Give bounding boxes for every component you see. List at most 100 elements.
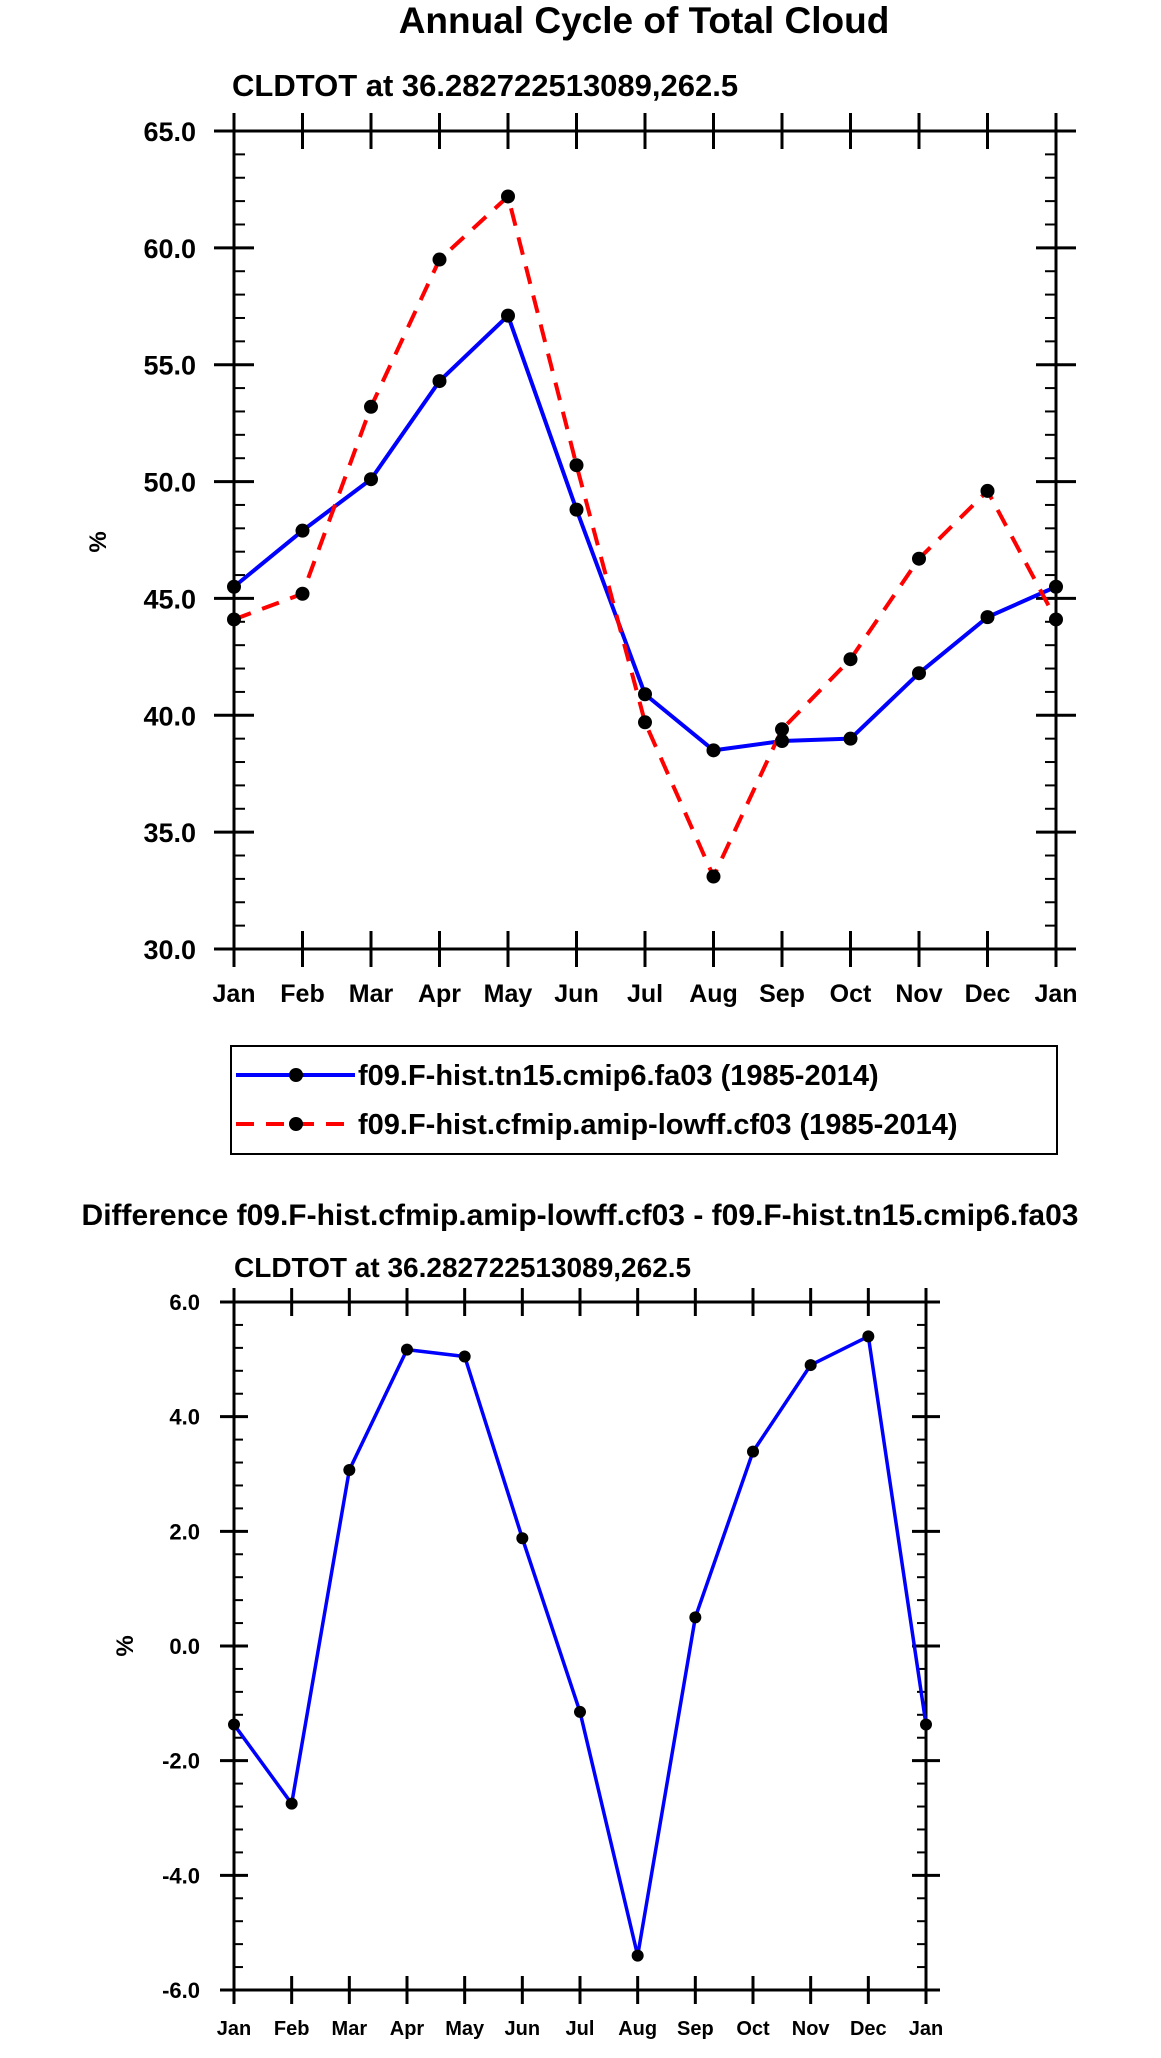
x-tick-label: Dec (965, 980, 1011, 1008)
plot-frame (232, 1300, 928, 1992)
legend-marker-series-1 (289, 1068, 303, 1082)
data-point-1-1 (706, 743, 721, 758)
x-tick-label: Jul (627, 980, 663, 1008)
bottom-chart-axes: -6.0 -4.0 -2.0 0.0 2.0 4.0 6.0 Jan Feb Mar Apr May J… (162, 1288, 943, 2040)
data-point-1-1 (501, 308, 515, 323)
x-tick-label: Feb (280, 980, 324, 1008)
x-tick-label: Apr (390, 2018, 425, 2040)
bottom-chart-title: Difference f09.F-hist.cfmip.amip-lowff.c… (82, 1199, 1079, 1232)
y-tick-label: 0.0 (169, 1634, 200, 1659)
data-point-1-2 (980, 483, 995, 498)
data-point-2-1 (920, 1718, 932, 1731)
data-point-1-2 (775, 722, 789, 737)
data-point-1-2 (843, 652, 858, 667)
y-tick-label: -6.0 (162, 1978, 200, 2003)
y-tick-label: 6.0 (169, 1290, 200, 1315)
data-point-2-1 (458, 1350, 471, 1363)
y-tick-label: 45.0 (143, 584, 196, 614)
x-tick-label: May (484, 980, 533, 1008)
series-line-1-1 (232, 313, 1057, 753)
y-tick-label: 55.0 (143, 351, 196, 381)
x-tick-label: Jan (212, 980, 255, 1008)
bottom-chart: Difference f09.F-hist.cfmip.amip-lowff.c… (82, 1199, 1079, 2040)
x-tick-label: Mar (332, 2018, 368, 2040)
data-point-1-2 (501, 189, 515, 204)
data-point-2-1 (401, 1343, 413, 1356)
data-point-2-1 (862, 1330, 875, 1343)
legend-marker-series-2 (289, 1117, 303, 1131)
x-tick-label: Jun (505, 2018, 541, 2040)
bottom-chart-ylabel: % (112, 1635, 139, 1656)
y-tick-label: 50.0 (143, 468, 196, 498)
data-point-1-1 (295, 523, 310, 538)
y-tick-label: 65.0 (143, 117, 196, 147)
series-line-1-2 (233, 194, 1058, 879)
data-point-1-2 (1049, 612, 1063, 627)
top-chart-title: Annual Cycle of Total Cloud (399, 0, 890, 41)
series-line-2-1 (232, 1334, 928, 1958)
data-point-2-1 (747, 1445, 759, 1458)
legend-box (230, 1045, 1058, 1155)
plot-frame (232, 129, 1058, 951)
data-point-2-1 (631, 1949, 644, 1962)
data-point-1-1 (638, 687, 652, 702)
data-point-1-1 (980, 610, 995, 625)
top-chart-axes: 30.0 35.0 40.0 45.0 50.0 55.0 60.0 65.0 Jan Feb Ma… (143, 113, 1078, 1008)
data-point-1-2 (295, 586, 310, 601)
data-point-1-1 (1049, 579, 1063, 594)
x-tick-label: Feb (274, 2018, 310, 2040)
data-point-2-1 (343, 1463, 356, 1476)
bottom-chart-subtitle: CLDTOT at 36.282722513089,262.5 (234, 1252, 691, 1283)
x-tick-label: Jan (217, 2018, 251, 2040)
y-tick-label: 4.0 (169, 1405, 200, 1430)
data-point-2-1 (574, 1705, 586, 1718)
data-point-2-1 (228, 1718, 240, 1731)
data-point-1-1 (912, 666, 926, 681)
y-tick-label: 40.0 (143, 701, 196, 731)
legend-label-series-1: f09.F-hist.tn15.cmip6.fa03 (1985-2014) (358, 1060, 879, 1092)
data-point-1-2 (364, 399, 378, 414)
x-tick-label: Sep (759, 980, 805, 1008)
data-point-1-2 (638, 715, 652, 730)
data-point-1-1 (432, 374, 447, 389)
x-tick-label: Oct (736, 2018, 770, 2040)
x-tick-label: Sep (677, 2018, 714, 2040)
data-point-2-1 (516, 1532, 529, 1545)
x-tick-label: Aug (689, 980, 738, 1008)
x-tick-label: Jan (1034, 980, 1077, 1008)
legend: f09.F-hist.tn15.cmip6.fa03 (1985-2014) f… (230, 1045, 1058, 1155)
x-tick-label: Nov (895, 980, 942, 1008)
data-point-1-2 (432, 252, 447, 267)
top-chart-ylabel: % (85, 531, 112, 552)
data-point-1-1 (364, 472, 378, 487)
y-tick-label: -2.0 (162, 1749, 200, 1774)
x-tick-label: Jul (566, 2018, 595, 2040)
top-chart: Annual Cycle of Total Cloud CLDTOT at 36… (85, 0, 1078, 1008)
data-point-2-1 (804, 1359, 817, 1372)
x-tick-label: Mar (349, 980, 394, 1008)
x-tick-label: Aug (618, 2018, 657, 2040)
y-tick-label: 30.0 (143, 935, 196, 965)
data-point-1-1 (569, 502, 584, 517)
data-point-1-1 (775, 733, 789, 748)
y-tick-label: 60.0 (143, 234, 196, 264)
data-point-1-1 (843, 731, 858, 746)
y-tick-label: 2.0 (169, 1519, 200, 1544)
x-tick-label: Oct (830, 980, 872, 1008)
data-point-1-2 (706, 869, 721, 884)
data-point-1-1 (227, 579, 241, 594)
data-point-1-2 (912, 551, 926, 566)
top-chart-subtitle: CLDTOT at 36.282722513089,262.5 (232, 68, 738, 103)
x-tick-label: Dec (850, 2018, 887, 2040)
x-tick-label: Jan (909, 2018, 943, 2040)
bottom-chart-series (228, 1330, 932, 1962)
y-tick-label: -4.0 (162, 1863, 200, 1888)
x-tick-label: May (445, 2018, 485, 2040)
data-point-2-1 (689, 1611, 702, 1624)
top-chart-series (227, 189, 1063, 884)
data-point-2-1 (285, 1797, 298, 1810)
legend-label-series-2: f09.F-hist.cfmip.amip-lowff.cf03 (1985-2… (358, 1109, 958, 1141)
x-tick-label: Apr (418, 980, 461, 1008)
data-point-1-2 (227, 612, 241, 627)
